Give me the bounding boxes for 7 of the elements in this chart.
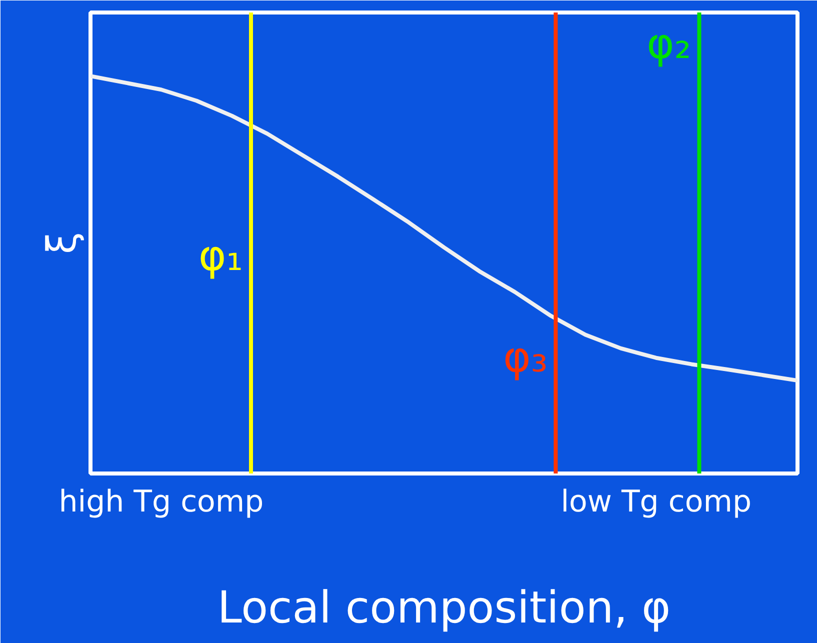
y-axis-title: ξ [40, 232, 86, 254]
annotation: φ₃ [503, 332, 548, 382]
x-tick-label: low Tg comp [560, 484, 752, 520]
annotation: φ₁ [198, 230, 243, 280]
x-tick-label: high Tg comp [58, 484, 264, 520]
text: φ₂ [646, 18, 692, 68]
x-axis-title: Local composition, φ [217, 582, 671, 634]
